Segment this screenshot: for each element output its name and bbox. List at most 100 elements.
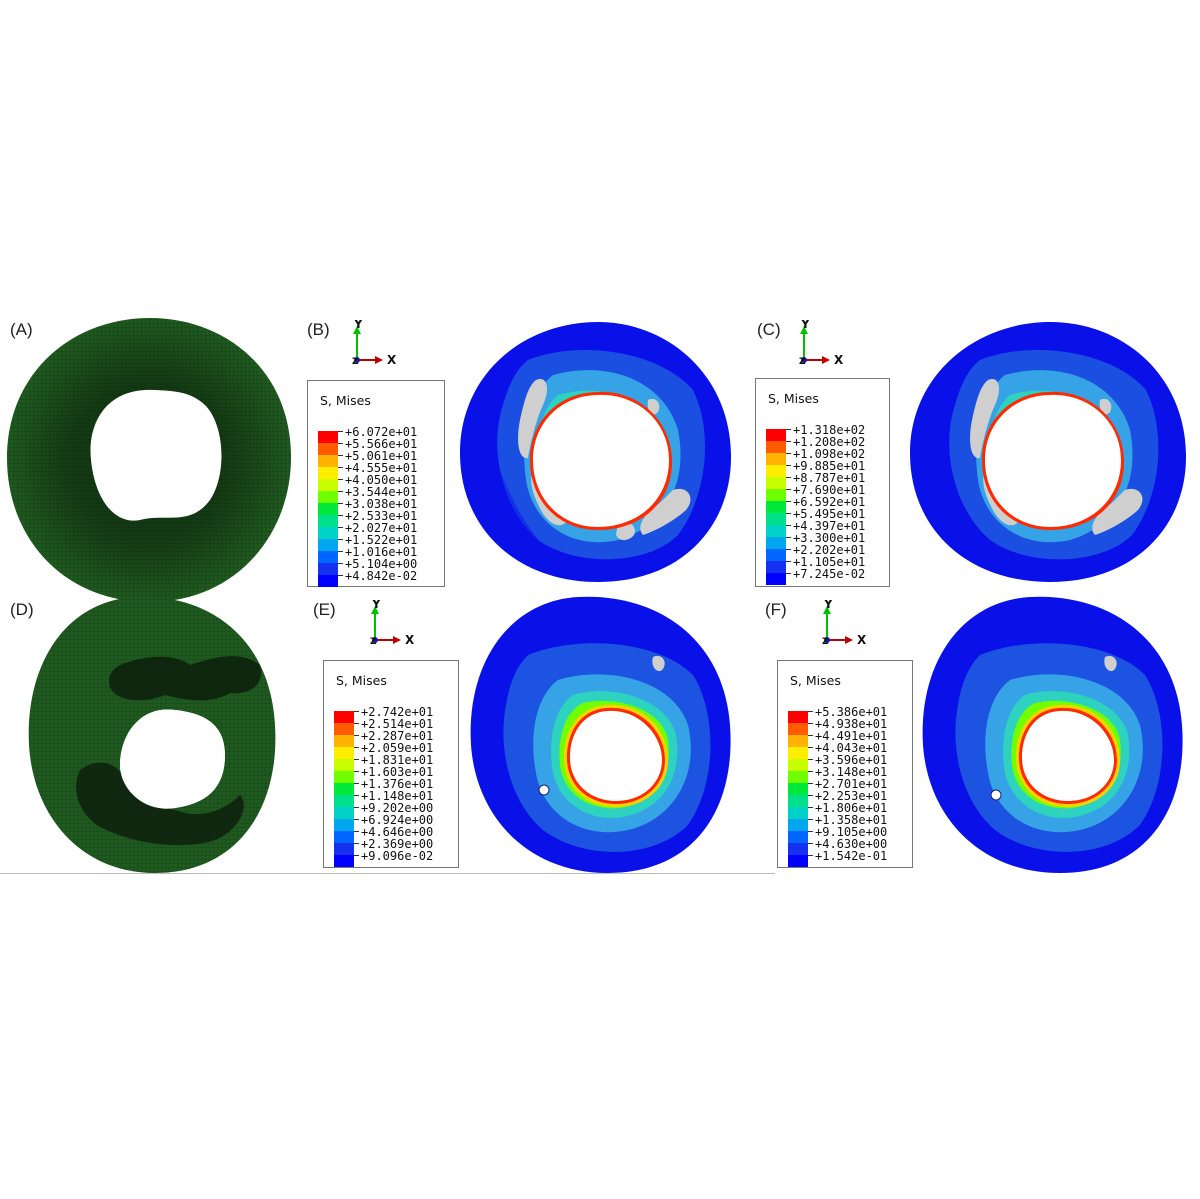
legend-value: +1.376e+01	[361, 777, 434, 791]
color-swatch	[788, 759, 808, 771]
panel-label-a: (A)	[10, 320, 33, 339]
color-swatch	[318, 527, 338, 539]
legend-value: +3.148e+01	[815, 765, 888, 779]
legend-value: +7.245e-02	[793, 567, 866, 581]
axis-x-label: X	[387, 353, 397, 366]
color-swatch	[766, 465, 786, 477]
axis-y-label: Y	[353, 320, 363, 331]
color-swatch	[318, 563, 338, 575]
color-swatch	[318, 431, 338, 443]
color-swatch	[788, 735, 808, 747]
color-swatch	[788, 795, 808, 807]
axis-triad-b: Y X Z	[345, 320, 405, 366]
legend-value: +4.938e+01	[815, 717, 888, 731]
axis-y-label: Y	[823, 600, 833, 611]
color-swatch	[766, 525, 786, 537]
color-swatch	[766, 429, 786, 441]
legend-tick	[808, 855, 813, 856]
color-swatch	[334, 831, 354, 843]
axis-z-label: Z	[370, 637, 377, 646]
color-swatch	[334, 783, 354, 795]
legend-tick	[786, 441, 791, 442]
color-swatch	[766, 573, 786, 585]
legend-tick	[808, 783, 813, 784]
axis-x-label: X	[857, 633, 867, 646]
axis-y-label: Y	[800, 320, 810, 331]
legend-value: +9.202e+00	[361, 801, 434, 815]
axis-z-label: Z	[352, 357, 359, 366]
color-swatch	[334, 795, 354, 807]
contour-plot-e	[468, 595, 738, 875]
legend-tick	[808, 735, 813, 736]
legend-tick	[354, 819, 359, 820]
legend-c: S, Mises +1.318e+02 +1.208e+02 +1.098e+02 +…	[755, 378, 890, 587]
legend-value: +4.050e+01	[345, 473, 418, 487]
legend-f: S, Mises +5.386e+01 +4.938e+01 +4.491e+01 +…	[777, 660, 913, 868]
legend-value: +1.098e+02	[793, 447, 866, 461]
legend-tick	[808, 819, 813, 820]
color-swatch	[788, 783, 808, 795]
legend-value: +5.104e+00	[345, 557, 418, 571]
legend-value: +2.533e+01	[345, 509, 418, 523]
legend-tick	[786, 501, 791, 502]
legend-value: +2.701e+01	[815, 777, 888, 791]
legend-tick	[786, 477, 791, 478]
color-swatch	[318, 455, 338, 467]
color-swatch	[318, 491, 338, 503]
axis-x-label: X	[405, 633, 415, 646]
legend-tick	[354, 831, 359, 832]
legend-tick	[354, 843, 359, 844]
legend-value: +1.522e+01	[345, 533, 418, 547]
color-swatch	[766, 477, 786, 489]
color-swatch	[788, 807, 808, 819]
legend-tick	[786, 525, 791, 526]
mesh-plot-a	[5, 315, 295, 605]
color-swatch	[334, 819, 354, 831]
legend-tick	[786, 573, 791, 574]
legend-tick	[808, 759, 813, 760]
legend-value: +2.253e+01	[815, 789, 888, 803]
legend-value: +1.148e+01	[361, 789, 434, 803]
legend-value: +2.514e+01	[361, 717, 434, 731]
color-swatch	[788, 747, 808, 759]
legend-tick	[354, 771, 359, 772]
color-bar	[318, 431, 338, 587]
legend-value: +4.646e+00	[361, 825, 434, 839]
legend-value: +1.603e+01	[361, 765, 434, 779]
color-bar	[334, 711, 354, 867]
color-swatch	[318, 539, 338, 551]
legend-tick	[354, 855, 359, 856]
legend-value: +1.208e+02	[793, 435, 866, 449]
panel-label-b: (B)	[307, 320, 330, 339]
legend-tick	[786, 513, 791, 514]
legend-tick	[808, 771, 813, 772]
legend-tick	[338, 467, 343, 468]
legend-value: +2.059e+01	[361, 741, 434, 755]
legend-value: +1.105e+01	[793, 555, 866, 569]
panel-label-d: (D)	[10, 600, 34, 619]
color-swatch	[334, 807, 354, 819]
color-swatch	[766, 549, 786, 561]
legend-tick	[354, 759, 359, 760]
legend-value: +1.806e+01	[815, 801, 888, 815]
axis-z-label: Z	[799, 357, 806, 366]
legend-tick	[354, 807, 359, 808]
legend-tick	[354, 723, 359, 724]
legend-value: +1.542e-01	[815, 849, 888, 863]
color-swatch	[334, 843, 354, 855]
legend-value: +1.016e+01	[345, 545, 418, 559]
legend-tick	[786, 537, 791, 538]
axis-z-label: Z	[822, 637, 829, 646]
legend-value: +2.287e+01	[361, 729, 434, 743]
legend-value: +1.358e+01	[815, 813, 888, 827]
legend-tick	[808, 711, 813, 712]
color-swatch	[318, 515, 338, 527]
legend-b: S, Mises +6.072e+01 +5.566e+01 +5.061e+01 +…	[307, 380, 445, 587]
legend-tick	[338, 563, 343, 564]
legend-value: +3.300e+01	[793, 531, 866, 545]
color-swatch	[318, 479, 338, 491]
legend-value: +2.027e+01	[345, 521, 418, 535]
legend-tick	[786, 489, 791, 490]
legend-value: +9.096e-02	[361, 849, 434, 863]
color-swatch	[766, 489, 786, 501]
